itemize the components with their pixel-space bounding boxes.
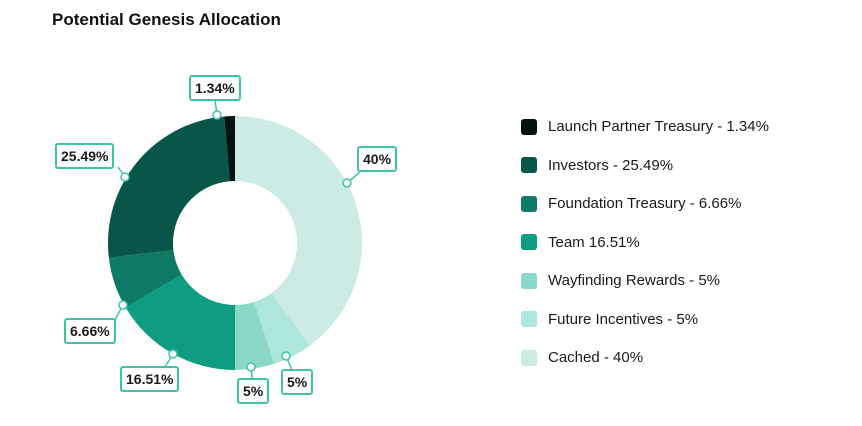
legend-label: Launch Partner Treasury - 1.34% [548, 118, 769, 135]
legend-label: Cached - 40% [548, 349, 644, 366]
legend-item-wayfinding[interactable]: Wayfinding Rewards - 5% [521, 271, 769, 290]
legend-item-cached[interactable]: Cached - 40% [521, 348, 769, 367]
legend-swatch [521, 349, 537, 366]
data-label-investors: 25.49% [55, 143, 115, 169]
legend-label: Future Incentives - 5% [548, 310, 699, 328]
legend-swatch [521, 311, 537, 327]
legend-item-team[interactable]: Team 16.51% [521, 233, 769, 252]
legend-swatch [521, 157, 537, 173]
data-label-wayfinding: 5% [237, 378, 270, 404]
legend-label: Wayfinding Rewards - 5% [548, 272, 721, 289]
leader-dot [246, 362, 256, 372]
data-label-foundation: 6.66% [64, 318, 116, 344]
leader-dot [212, 110, 222, 120]
leader-dot [120, 172, 130, 182]
slice-launch-partner-treasury[interactable] [224, 116, 235, 182]
data-label-launch-partner: 1.34% [189, 75, 241, 101]
legend-label: Team 16.51% [548, 233, 640, 251]
leader-dot [168, 349, 178, 359]
slice-investors[interactable] [108, 116, 230, 258]
slice-wayfinding-rewards[interactable] [235, 301, 275, 370]
legend-label: Investors - 25.49% [548, 156, 674, 174]
legend-item-future-incentives[interactable]: Future Incentives - 5% [521, 310, 769, 329]
slice-team[interactable] [125, 274, 235, 370]
leader-dot [118, 300, 128, 310]
data-label-cached: 40% [357, 146, 398, 172]
legend-item-investors[interactable]: Investors - 25.49% [521, 156, 769, 175]
leader-dot [281, 351, 291, 361]
legend: Launch Partner Treasury - 1.34% Investor… [521, 117, 769, 387]
slice-cached[interactable] [235, 116, 362, 346]
legend-item-foundation[interactable]: Foundation Treasury - 6.66% [521, 194, 769, 213]
legend-swatch [521, 234, 537, 250]
data-label-future-incentives: 5% [281, 369, 314, 395]
legend-item-launch-partner[interactable]: Launch Partner Treasury - 1.34% [521, 117, 769, 136]
slice-foundation-treasury[interactable] [108, 250, 182, 308]
data-label-team: 16.51% [120, 366, 180, 392]
chart-title: Potential Genesis Allocation [52, 10, 281, 29]
legend-swatch [521, 118, 537, 135]
legend-label: Foundation Treasury - 6.66% [548, 195, 742, 212]
slice-future-incentives[interactable] [254, 293, 310, 364]
legend-swatch [521, 195, 537, 212]
leader-dot [342, 178, 352, 188]
legend-swatch [521, 272, 537, 289]
